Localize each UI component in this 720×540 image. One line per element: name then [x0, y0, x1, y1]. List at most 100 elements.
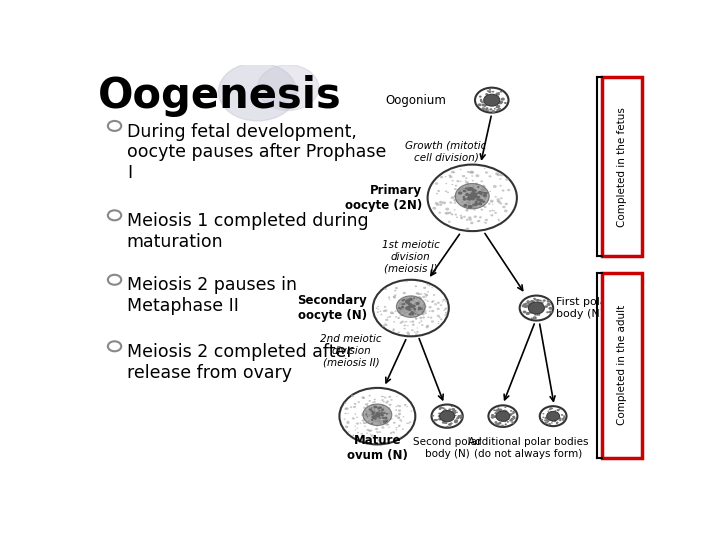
Circle shape [376, 411, 379, 414]
Circle shape [404, 404, 407, 406]
Circle shape [403, 325, 406, 327]
Circle shape [373, 416, 376, 419]
Circle shape [377, 439, 380, 441]
Circle shape [382, 404, 384, 407]
Circle shape [392, 296, 395, 298]
Circle shape [497, 200, 499, 202]
Circle shape [475, 199, 477, 201]
Circle shape [513, 412, 515, 414]
Circle shape [460, 169, 462, 170]
Circle shape [507, 189, 510, 191]
Circle shape [402, 292, 406, 294]
Circle shape [444, 310, 445, 311]
Circle shape [542, 413, 544, 415]
Circle shape [438, 413, 441, 414]
Circle shape [511, 421, 515, 424]
Circle shape [347, 421, 349, 422]
Circle shape [373, 420, 376, 422]
Circle shape [425, 306, 427, 307]
Circle shape [505, 410, 508, 412]
Circle shape [427, 291, 429, 293]
Circle shape [408, 307, 410, 309]
Circle shape [498, 409, 500, 410]
Circle shape [496, 109, 499, 111]
Circle shape [410, 299, 413, 301]
Circle shape [465, 191, 468, 194]
Circle shape [374, 416, 376, 417]
Circle shape [546, 303, 551, 306]
Circle shape [383, 310, 385, 312]
Circle shape [390, 433, 392, 434]
Circle shape [485, 93, 488, 96]
Circle shape [472, 204, 474, 206]
Circle shape [382, 325, 385, 327]
Circle shape [410, 312, 415, 315]
Text: During fetal development,
oocyte pauses after Prophase
I: During fetal development, oocyte pauses … [127, 123, 386, 182]
Circle shape [418, 308, 420, 310]
Circle shape [375, 406, 378, 407]
Circle shape [410, 311, 413, 313]
Circle shape [393, 296, 396, 299]
Circle shape [374, 415, 377, 417]
Circle shape [556, 422, 558, 424]
Circle shape [482, 200, 485, 203]
Circle shape [495, 92, 500, 96]
Circle shape [375, 418, 378, 420]
Circle shape [405, 321, 406, 323]
Circle shape [538, 314, 541, 316]
Circle shape [369, 430, 371, 431]
Text: First polar
body (N): First polar body (N) [556, 297, 611, 319]
Circle shape [382, 399, 384, 401]
Circle shape [420, 307, 423, 309]
Circle shape [474, 202, 478, 206]
Circle shape [549, 307, 553, 310]
Circle shape [513, 411, 515, 413]
Circle shape [377, 418, 379, 421]
Circle shape [410, 307, 412, 309]
Circle shape [406, 406, 408, 407]
Circle shape [389, 316, 391, 318]
Circle shape [507, 421, 509, 423]
Circle shape [513, 417, 516, 419]
Circle shape [442, 201, 446, 204]
Circle shape [547, 410, 549, 412]
Circle shape [494, 212, 497, 214]
Circle shape [512, 413, 514, 414]
Circle shape [551, 408, 553, 409]
Circle shape [403, 303, 405, 305]
Circle shape [469, 189, 474, 192]
Circle shape [485, 219, 488, 221]
Circle shape [459, 188, 462, 191]
Circle shape [373, 416, 376, 419]
Circle shape [405, 308, 408, 309]
Circle shape [465, 209, 469, 212]
Text: 2nd meiotic
division
(meiosis II): 2nd meiotic division (meiosis II) [320, 334, 382, 367]
Circle shape [396, 396, 397, 397]
Circle shape [545, 417, 548, 418]
Circle shape [435, 202, 438, 205]
Circle shape [348, 431, 350, 433]
Circle shape [469, 219, 472, 221]
Circle shape [536, 299, 540, 302]
Circle shape [401, 308, 404, 310]
Circle shape [482, 185, 485, 186]
Circle shape [423, 303, 426, 306]
Circle shape [480, 201, 482, 202]
Circle shape [377, 419, 379, 420]
Circle shape [366, 429, 369, 431]
Circle shape [469, 199, 470, 200]
Circle shape [488, 90, 492, 93]
Circle shape [395, 316, 397, 318]
Circle shape [445, 176, 446, 177]
Circle shape [356, 417, 358, 418]
Circle shape [484, 105, 486, 107]
Circle shape [363, 397, 365, 399]
Circle shape [477, 196, 481, 199]
Circle shape [426, 309, 427, 310]
Text: Additional polar bodies
(do not always form): Additional polar bodies (do not always f… [468, 437, 588, 458]
Circle shape [448, 212, 451, 214]
Circle shape [381, 426, 384, 429]
Circle shape [440, 305, 442, 306]
Circle shape [487, 90, 489, 92]
Circle shape [385, 401, 388, 404]
